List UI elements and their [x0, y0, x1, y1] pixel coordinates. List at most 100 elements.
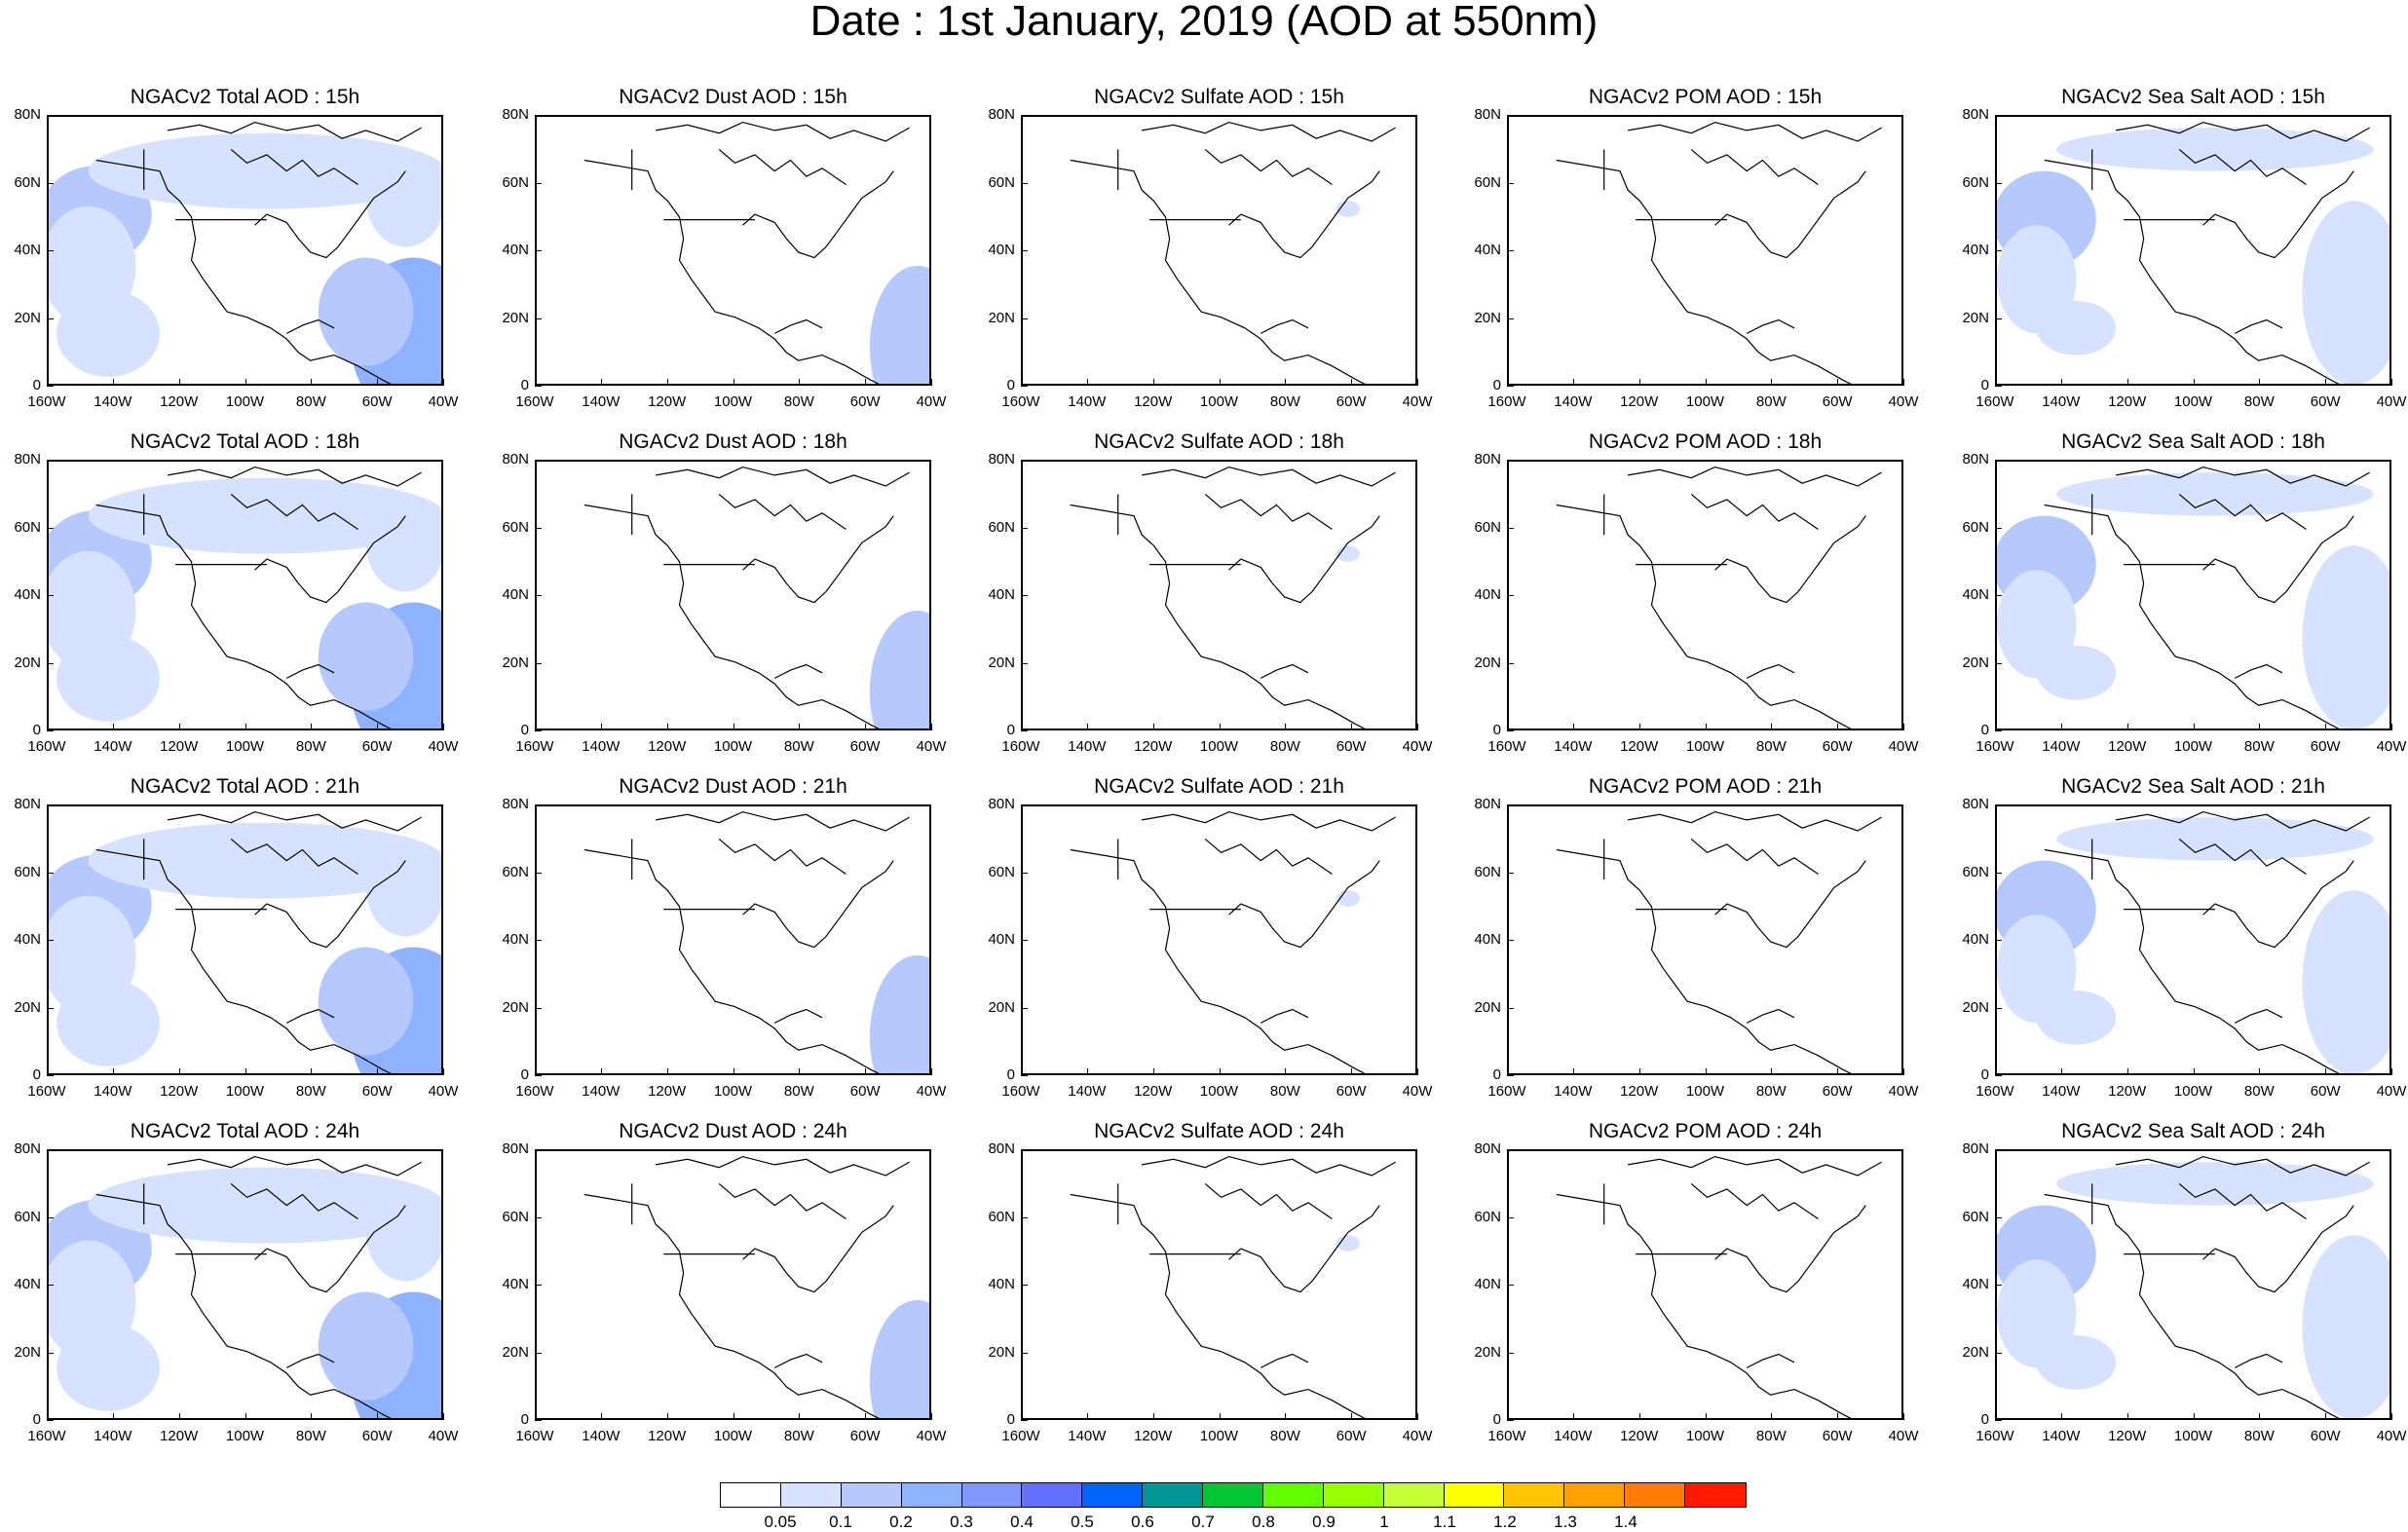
lat-tick-label: 80N	[988, 451, 1015, 467]
lat-tick-mark	[1021, 1216, 1028, 1218]
panel-title: NGACv2 Sea Salt AOD : 21h	[2061, 775, 2325, 798]
lat-tick-label: 60N	[1962, 173, 1989, 191]
coastline	[95, 1155, 422, 1418]
lon-tick-mark	[931, 1413, 932, 1420]
lon-tick-mark	[443, 1068, 444, 1075]
lat-tick-label: 0	[1492, 1066, 1501, 1083]
lon-tick-mark	[1638, 379, 1640, 386]
map-frame	[47, 460, 443, 730]
lon-tick-label: 60W	[361, 1428, 393, 1444]
lon-tick-mark	[1507, 379, 1508, 386]
lon-tick-label: 140W	[582, 1428, 621, 1444]
lon-tick-mark	[1995, 724, 1996, 730]
lat-tick-mark	[1507, 1352, 1514, 1354]
lon-tick-mark	[931, 1068, 932, 1075]
lon-tick-label: 100W	[2173, 738, 2213, 755]
map-frame	[47, 1149, 443, 1420]
lon-tick-label: 40W	[2376, 738, 2407, 755]
aod-patch	[56, 634, 160, 722]
lat-tick-mark	[47, 940, 54, 941]
lon-tick-label: 160W	[515, 738, 554, 755]
aod-patch	[2302, 890, 2389, 1073]
colorbar-box	[1564, 1483, 1626, 1507]
colorbar-label: 1	[1379, 1513, 1389, 1531]
aod-patch	[1336, 890, 1360, 907]
aod-patch	[56, 1324, 160, 1411]
lat-tick-label: 40N	[14, 242, 41, 258]
lon-tick-mark	[1086, 379, 1088, 386]
lat-tick-label: 40N	[1474, 586, 1501, 603]
lat-tick-mark	[1021, 730, 1028, 731]
lon-tick-mark	[1285, 1413, 1287, 1420]
lon-tick-mark	[377, 1413, 379, 1420]
lon-tick-mark	[1507, 1413, 1508, 1420]
lat-tick-mark	[47, 662, 54, 664]
lat-tick-mark	[47, 872, 54, 874]
lat-tick-mark	[47, 318, 54, 319]
map-frame	[47, 115, 443, 386]
lat-tick-label: 0	[1006, 1411, 1015, 1428]
map-frame	[1995, 804, 2391, 1075]
colorbar-box	[721, 1483, 781, 1507]
lon-tick-label: 100W	[1199, 1083, 1239, 1100]
lon-tick-mark	[1086, 724, 1088, 730]
lat-tick-label: 40N	[14, 586, 41, 603]
lat-tick-label: 80N	[988, 796, 1015, 812]
lon-tick-label: 120W	[1134, 1083, 1173, 1100]
lat-tick-mark	[535, 1285, 542, 1286]
panel-title: NGACv2 Dust AOD : 21h	[619, 775, 847, 798]
lon-tick-label: 120W	[1134, 738, 1173, 755]
colorbar-label: 0.9	[1312, 1513, 1336, 1531]
aod-patch	[318, 1291, 414, 1401]
lat-tick-mark	[1507, 1007, 1514, 1009]
lat-tick-mark	[535, 1007, 542, 1009]
lon-tick-label: 160W	[515, 393, 554, 410]
lon-tick-mark	[1638, 1413, 1640, 1420]
colorbar-label: 0.6	[1131, 1513, 1154, 1531]
aod-patch	[869, 610, 929, 729]
colorbar-label: 0.8	[1252, 1513, 1275, 1531]
lat-tick-mark	[1995, 1075, 2002, 1076]
lat-tick-mark	[47, 182, 54, 184]
lon-tick-mark	[535, 724, 536, 730]
lon-tick-mark	[2126, 1413, 2128, 1420]
lat-tick-mark	[47, 1007, 54, 1009]
coastline	[2044, 1155, 2370, 1418]
lon-tick-label: 160W	[1487, 393, 1526, 410]
aod-patch	[869, 265, 929, 384]
lon-tick-label: 80W	[295, 393, 326, 410]
lon-tick-label: 60W	[1822, 738, 1853, 755]
colorbar-label: 0.05	[764, 1513, 797, 1531]
lon-tick-mark	[245, 379, 246, 386]
lon-tick-label: 140W	[94, 738, 132, 755]
lat-tick-label: 20N	[1962, 309, 1989, 326]
lat-tick-mark	[535, 1216, 542, 1218]
lon-tick-mark	[47, 1413, 48, 1420]
lon-tick-mark	[1705, 1068, 1707, 1075]
lon-tick-label: 120W	[2108, 393, 2147, 410]
lat-tick-label: 20N	[988, 309, 1015, 326]
lon-tick-mark	[600, 724, 602, 730]
lat-tick-mark	[1995, 318, 2002, 319]
lon-tick-mark	[1219, 1413, 1221, 1420]
lon-tick-mark	[112, 379, 114, 386]
lon-tick-mark	[1086, 1413, 1088, 1420]
colorbar-label: 0.2	[889, 1513, 913, 1531]
aod-patch	[2036, 646, 2117, 700]
lon-tick-mark	[1903, 1068, 1904, 1075]
lat-tick-mark	[1507, 940, 1514, 941]
lon-tick-label: 100W	[2173, 1083, 2213, 1100]
lon-tick-mark	[1771, 379, 1773, 386]
lon-tick-label: 160W	[27, 393, 66, 410]
lon-tick-mark	[1903, 724, 1904, 730]
lat-tick-mark	[1021, 1285, 1028, 1286]
colorbar-box	[901, 1483, 962, 1507]
lon-tick-label: 160W	[27, 1428, 66, 1444]
lon-tick-label: 60W	[849, 1083, 881, 1100]
lon-tick-mark	[931, 724, 932, 730]
lat-tick-label: 60N	[1474, 173, 1501, 191]
lat-tick-mark	[1507, 730, 1514, 731]
lon-tick-label: 40W	[1888, 1083, 1919, 1100]
aod-map	[49, 810, 441, 1073]
lat-tick-label: 0	[1492, 1411, 1501, 1428]
